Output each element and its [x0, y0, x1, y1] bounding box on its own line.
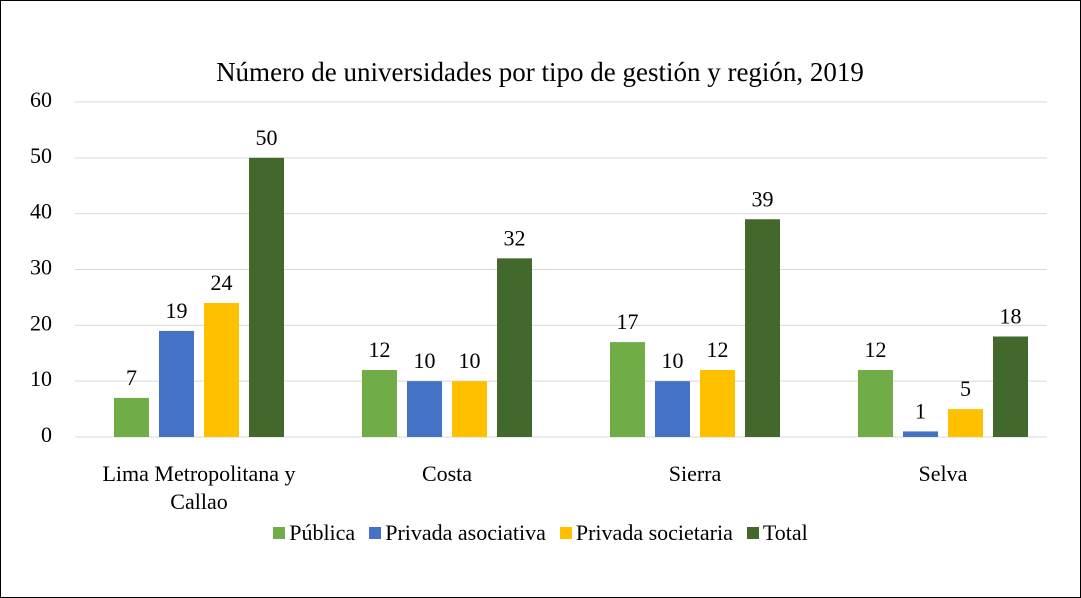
x-tick-label: Lima Metropolitana y Callao: [102, 461, 296, 514]
bar: [204, 303, 239, 437]
data-label: 5: [960, 376, 971, 401]
bar: [858, 370, 893, 437]
bar: [497, 258, 532, 437]
y-tick-label: 20: [30, 310, 52, 335]
data-label: 10: [459, 348, 481, 373]
legend-item: Privada asociativa: [369, 520, 546, 546]
y-tick-label: 10: [30, 366, 52, 391]
data-label: 24: [211, 270, 233, 295]
bar: [655, 381, 690, 437]
legend-label: Total: [762, 520, 808, 545]
data-label: 32: [504, 225, 526, 250]
bar: [407, 381, 442, 437]
legend-swatch: [369, 527, 382, 539]
legend-item: Privada societaria: [559, 520, 733, 546]
data-label: 39: [752, 186, 774, 211]
x-tick-label: Selva: [918, 461, 968, 486]
bar: [745, 219, 780, 437]
legend-label: Privada asociativa: [385, 520, 546, 545]
bar: [249, 157, 284, 438]
data-label: 19: [166, 298, 188, 323]
y-tick-label: 50: [30, 143, 52, 168]
bar: [362, 370, 397, 437]
bar: [610, 342, 645, 437]
x-tick-label: Sierra: [668, 461, 722, 486]
data-label: 12: [369, 337, 391, 362]
bar: [948, 409, 983, 437]
data-label: 17: [617, 309, 639, 334]
bar: [114, 397, 149, 437]
legend-label: Pública: [289, 520, 356, 545]
y-tick-label: 30: [30, 255, 52, 280]
data-label: 7: [126, 365, 137, 390]
data-label: 50: [256, 125, 278, 150]
legend-swatch: [746, 527, 759, 539]
legend-item: Total: [746, 520, 808, 546]
legend-swatch: [559, 527, 572, 539]
legend-label: Privada societaria: [575, 520, 733, 545]
legend: Pública Privada asociativa Privada societa…: [0, 520, 1081, 546]
data-label: 18: [1000, 304, 1022, 329]
y-tick-label: 40: [30, 199, 52, 224]
bar: [993, 336, 1028, 437]
bar: [452, 381, 487, 437]
legend-item: Pública: [273, 520, 355, 546]
bar: [903, 431, 938, 437]
bar: [700, 370, 735, 437]
chart-title: Número de universidades por tipo de gest…: [216, 57, 864, 87]
legend-swatch: [273, 527, 286, 539]
data-label: 10: [414, 348, 436, 373]
y-tick-label: 0: [41, 422, 52, 447]
data-label: 10: [662, 348, 684, 373]
x-tick-label: Costa: [421, 461, 473, 486]
bar: [159, 330, 194, 437]
data-label: 1: [915, 398, 926, 423]
data-label: 12: [707, 337, 729, 362]
data-label: 12: [865, 337, 887, 362]
y-tick-label: 60: [30, 87, 52, 112]
